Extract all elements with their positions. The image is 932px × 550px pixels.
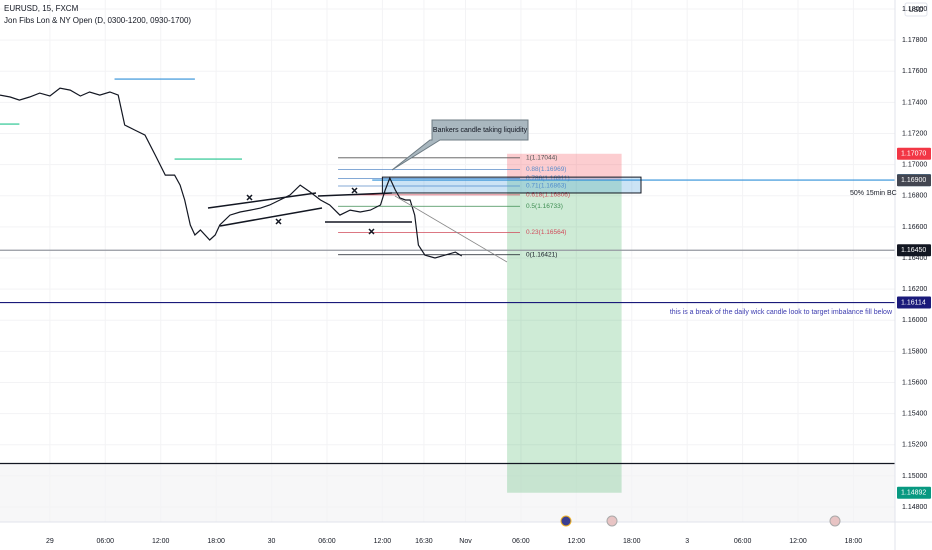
y-tick-label: 1.15200 <box>902 442 927 449</box>
callout-text: Bankers candle taking liquidity <box>433 127 528 134</box>
annotation: this is a break of the daily wick candle… <box>670 309 893 316</box>
y-tick-label: 1.16000 <box>902 317 927 324</box>
target-zone <box>507 180 622 493</box>
shade <box>0 463 895 522</box>
x-tick-label: 06:00 <box>734 538 752 545</box>
trendline <box>207 192 317 209</box>
x-tick-label: 12:00 <box>152 538 170 545</box>
zone <box>381 176 642 194</box>
x-tick-label: 06:00 <box>512 538 530 545</box>
price-line <box>0 87 463 259</box>
stop-zone <box>507 153 622 181</box>
y-tick-label: 1.18000 <box>902 6 927 13</box>
event-icon[interactable] <box>606 515 618 527</box>
x-tick-label: 06:00 <box>97 538 115 545</box>
y-tick-label: 1.15400 <box>902 411 927 418</box>
x-tick-label: 18:00 <box>623 538 641 545</box>
y-tick-label: 1.16800 <box>902 193 927 200</box>
price-badge-label: 1.17070 <box>901 151 926 158</box>
x-tick-label: 16:30 <box>415 538 433 545</box>
y-tick-label: 1.15600 <box>902 379 927 386</box>
price-badge <box>897 174 931 187</box>
y-tick-label: 1.17600 <box>902 68 927 75</box>
callout-box <box>391 119 529 171</box>
x-tick-label: Nov <box>459 538 472 545</box>
event-icon[interactable] <box>829 515 841 527</box>
price-badge-label: 1.16114 <box>901 299 926 306</box>
price-badge-label: 1.16450 <box>901 247 926 254</box>
x-tick-label: 12:00 <box>568 538 586 545</box>
fib-label: 0.786(1.16911) <box>526 175 570 182</box>
currency-box[interactable] <box>904 2 928 17</box>
price-badge <box>897 244 931 257</box>
y-tick-label: 1.17200 <box>902 130 927 137</box>
fib-label: 0.5(1.16733) <box>526 203 563 210</box>
fib-label: 0.23(1.16564) <box>526 229 566 236</box>
plot: 1(1.17044) 0.88(1.16969) 0.786(1.16911)0.7… <box>0 0 895 522</box>
price-badge <box>897 486 931 499</box>
fib-label: 0.71(1.16863) <box>526 183 566 190</box>
x-tick-label: 3 <box>685 538 689 545</box>
fib-label: 0(1.16421) <box>526 251 557 258</box>
x-tick-label: 06:00 <box>318 538 336 545</box>
annotation: 50% 15min BC <box>850 190 897 197</box>
y-tick-label: 1.17800 <box>902 37 927 44</box>
y-tick-label: 1.17400 <box>902 99 927 106</box>
fib-label: 0.618(1.16806) <box>526 192 570 199</box>
y-tick-label: 1.16600 <box>902 224 927 231</box>
y-tick-label: 1.16400 <box>902 255 927 262</box>
y-tick-label: 1.15000 <box>902 473 927 480</box>
y-tick-label: 1.14800 <box>902 504 927 511</box>
x-tick-label: 18:00 <box>207 538 225 545</box>
price-badge-label: 1.14892 <box>901 490 926 497</box>
event-icon[interactable] <box>560 515 572 527</box>
y-tick-label: 1.15800 <box>902 348 927 355</box>
fib-label: 0.88(1.16969) <box>526 166 566 173</box>
indicator-label: Jon Fibs Lon & NY Open (D, 0300-1200, 09… <box>4 16 191 25</box>
diagonal <box>394 195 508 263</box>
trendline <box>317 192 393 197</box>
x-tick-label: 12:00 <box>374 538 392 545</box>
y-tick-label: 1.17000 <box>902 162 927 169</box>
x-tick-label: 18:00 <box>845 538 863 545</box>
price-badge-label: 1.16900 <box>901 177 926 184</box>
price-badge <box>897 147 931 160</box>
x-marks <box>246 187 375 235</box>
currency[interactable]: USD <box>909 7 924 14</box>
fib-label: 1(1.17044) <box>526 155 557 162</box>
x-tick-label: 29 <box>46 538 54 545</box>
chart-title: EURUSD, 15, FXCM <box>4 4 79 13</box>
x-tick-label: 12:00 <box>789 538 807 545</box>
price-badge <box>897 296 931 309</box>
x-tick-label: 30 <box>268 538 276 545</box>
trendline <box>219 207 323 227</box>
y-tick-label: 1.16200 <box>902 286 927 293</box>
